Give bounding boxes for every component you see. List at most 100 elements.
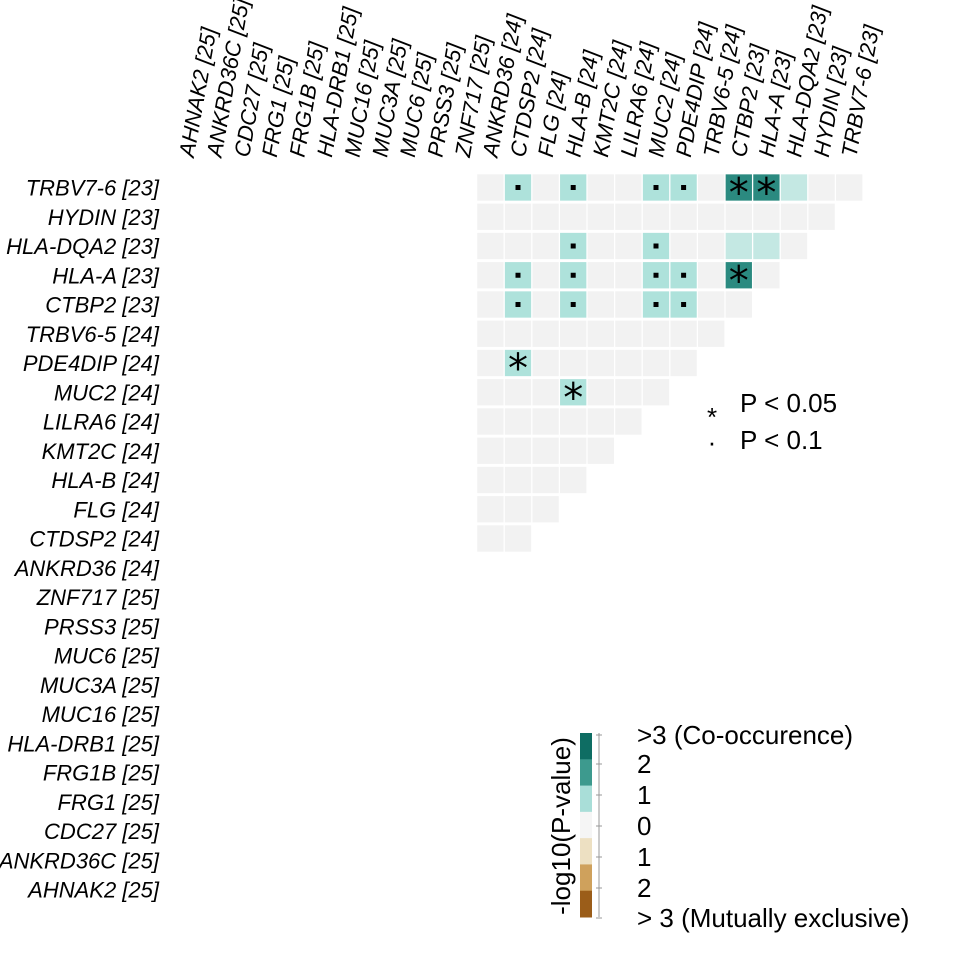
colorbar-tick-label: 2: [637, 873, 651, 903]
heatmap-cell: [505, 233, 531, 259]
heatmap-cell: [670, 350, 696, 376]
heatmap-cell: [477, 262, 503, 288]
heatmap-cell: [670, 204, 696, 230]
heatmap-cell: [532, 321, 558, 347]
heatmap-cell: [588, 350, 614, 376]
heatmap-cell: [532, 291, 558, 317]
heatmap-cell: [588, 262, 614, 288]
heatmap-cell: [808, 174, 834, 200]
legend-p01-label: P < 0.1: [740, 425, 823, 455]
row-label: FRG1B [25]: [43, 761, 160, 786]
heatmap-cell: [615, 408, 641, 434]
legend-dot-symbol: ·: [708, 427, 717, 457]
row-label: CTBP2 [23]: [45, 293, 160, 318]
heatmap-cells: [477, 174, 862, 551]
significance-dot: [654, 302, 659, 307]
colorbar-swatch: [580, 733, 592, 760]
heatmap-cell: [615, 204, 641, 230]
heatmap-cell: [753, 262, 779, 288]
significance-dot: [681, 185, 686, 190]
heatmap-cell: [560, 204, 586, 230]
heatmap-cell: [698, 262, 724, 288]
heatmap-cell: [615, 262, 641, 288]
heatmap-cell: [615, 233, 641, 259]
heatmap-cell: [588, 204, 614, 230]
significance-dot: [654, 273, 659, 278]
significance-dot: [654, 185, 659, 190]
heatmap-cell: [808, 204, 834, 230]
row-label: LILRA6 [24]: [43, 410, 160, 435]
heatmap-cell: [588, 291, 614, 317]
heatmap-cell: [615, 379, 641, 405]
colorbar-ticks: >3 (Co-occurence)21012> 3 (Mutually excl…: [596, 720, 909, 933]
significance-dot: [516, 302, 521, 307]
heatmap-cell: [532, 379, 558, 405]
heatmap-cell: [781, 204, 807, 230]
heatmap-cell: [532, 233, 558, 259]
significance-legend: * P < 0.05 · P < 0.1: [707, 388, 837, 457]
colorbar-swatch: [580, 891, 592, 918]
heatmap-cell: [560, 467, 586, 493]
heatmap-cell: [532, 408, 558, 434]
colorbar-tick-label: 1: [637, 842, 651, 872]
heatmap-cell: [505, 321, 531, 347]
significance-star: *: [729, 258, 749, 304]
colorbar-swatch: [580, 786, 592, 813]
colorbar-swatch: [580, 864, 592, 891]
colorbar-tick-label: 2: [637, 749, 651, 779]
heatmap-cell: [781, 174, 807, 200]
heatmap-cell: [477, 438, 503, 464]
significance-star: *: [756, 171, 776, 217]
colorbar-title: -log10(P-value): [546, 737, 576, 915]
row-label: HLA-DRB1 [25]: [7, 731, 160, 756]
row-label: PRSS3 [25]: [44, 614, 160, 639]
heatmap-cell: [505, 525, 531, 551]
row-label: TRBV7-6 [23]: [26, 176, 160, 201]
heatmap-cell: [615, 174, 641, 200]
heatmap-cell: [588, 379, 614, 405]
heatmap-cell: [615, 350, 641, 376]
significance-dot: [571, 302, 576, 307]
row-label: MUC2 [24]: [54, 380, 160, 405]
heatmap-cell: [643, 204, 669, 230]
significance-dot: [571, 185, 576, 190]
heatmap-cell: [698, 291, 724, 317]
significance-dot: [516, 185, 521, 190]
row-label: PDE4DIP [24]: [23, 351, 160, 376]
heatmap-cell: [477, 496, 503, 522]
heatmap-cell: [477, 467, 503, 493]
row-label: CDC27 [25]: [44, 819, 160, 844]
heatmap-cell: [477, 174, 503, 200]
row-label: HYDIN [23]: [48, 205, 160, 230]
colorbar-tick-label: 1: [637, 780, 651, 810]
heatmap-cell: [532, 438, 558, 464]
heatmap-cell: [560, 438, 586, 464]
heatmap-cell: [588, 321, 614, 347]
row-label: HLA-B [24]: [51, 468, 159, 493]
heatmap-cell: [643, 379, 669, 405]
heatmap-cell: [615, 291, 641, 317]
heatmap-cell: [588, 408, 614, 434]
row-label: ANKRD36C [25]: [0, 848, 160, 873]
column-labels: AHNAK2 [25]ANKRD36C [25]CDC27 [25]FRG1 […: [174, 0, 885, 161]
colorbar-swatch: [580, 812, 592, 839]
colorbar-tick-label: > 3 (Mutually exclusive): [637, 903, 909, 933]
heatmap-cell: [698, 321, 724, 347]
row-label: ZNF717 [25]: [36, 585, 160, 610]
heatmap-cell: [670, 233, 696, 259]
heatmap-cell: [505, 408, 531, 434]
heatmap-cell: [560, 350, 586, 376]
heatmap-cell: [532, 350, 558, 376]
significance-dot: [516, 273, 521, 278]
heatmap-cell: [836, 174, 862, 200]
row-label: CTDSP2 [24]: [29, 527, 159, 552]
heatmap-cell: [532, 174, 558, 200]
significance-dot: [571, 244, 576, 249]
significance-dot: [681, 273, 686, 278]
row-label: FRG1 [25]: [58, 790, 160, 815]
heatmap-cell: [532, 467, 558, 493]
heatmap-cell: [505, 438, 531, 464]
heatmap-cell: [698, 174, 724, 200]
